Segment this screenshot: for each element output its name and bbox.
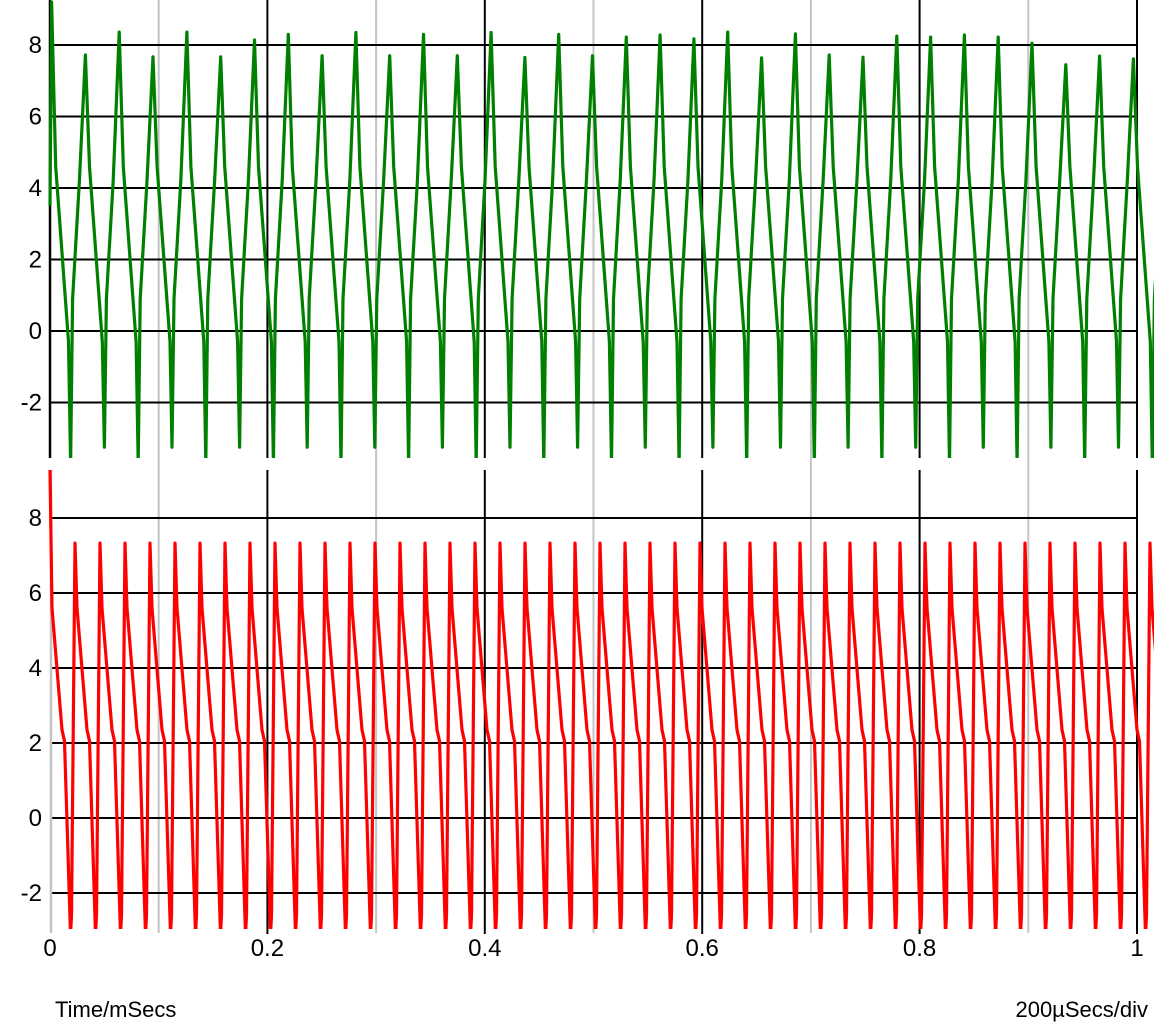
x-tick-label: 0.4 [468,935,501,962]
major-gridlines [50,0,1138,934]
y-tick-label: 0 [29,805,42,832]
axis-tick-labels: 0 0.2 0.4 0.6 0.8 1 8 6 4 2 0 -2 8 6 4 2 0 -2 [21,32,1144,962]
y-tick-label: -2 [21,880,42,907]
y-tick-label: 6 [29,104,42,131]
x-tick-label: 0.8 [903,935,936,962]
x-tick-label: 0 [43,935,56,962]
y-tick-label: 8 [29,32,42,59]
y-tick-label: 2 [29,730,42,757]
trace-green [48,0,1154,458]
time-per-div-label: 200µSecs/div [1015,997,1148,1022]
y-tick-label: 6 [29,580,42,607]
x-tick-label: 1 [1130,935,1143,962]
x-axis-unit-label: Time/mSecs [55,997,177,1022]
x-tick-label: 0.6 [686,935,719,962]
y-tick-label: 4 [29,655,42,682]
x-tick-label: 0.2 [251,935,284,962]
y-tick-label: 8 [29,505,42,532]
y-tick-label: 2 [29,247,42,274]
y-tick-label: 4 [29,175,42,202]
y-tick-label: 0 [29,318,42,345]
trace-red [48,470,1154,929]
y-tick-label: -2 [21,390,42,417]
